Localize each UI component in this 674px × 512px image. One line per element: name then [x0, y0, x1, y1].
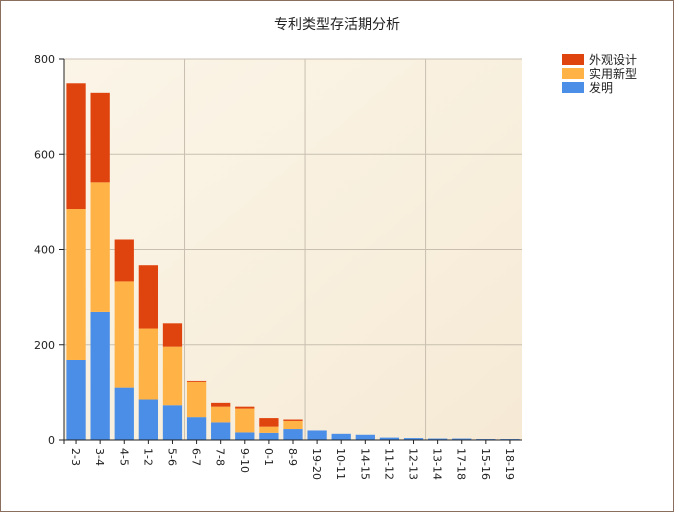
legend-swatch	[562, 68, 584, 79]
chart-title: 专利类型存活期分析	[274, 17, 400, 33]
y-tick-label: 800	[34, 53, 55, 66]
bar-invention	[403, 438, 424, 440]
bar-design	[211, 402, 231, 407]
legend-swatch	[562, 82, 584, 93]
x-tick-label: 2-3	[69, 448, 82, 466]
x-tick-label: 15-16	[479, 448, 492, 480]
x-tick-label: 13-14	[431, 448, 444, 480]
x-tick-label: 8-9	[286, 448, 299, 466]
y-tick-label: 600	[34, 148, 55, 161]
bar-invention	[114, 387, 134, 440]
bar-utility	[283, 420, 303, 430]
bar-design	[259, 418, 279, 427]
bar-design	[283, 419, 303, 421]
x-tick-label: 0-1	[262, 448, 275, 466]
x-tick-label: 17-18	[455, 448, 468, 480]
legend-label: 发明	[589, 80, 613, 95]
x-tick-label: 1-2	[141, 448, 154, 466]
x-tick-label: 6-7	[190, 448, 203, 466]
bar-design	[138, 265, 159, 329]
x-tick-label: 3-4	[93, 448, 106, 466]
bar-invention	[162, 405, 183, 440]
bar-invention	[283, 429, 303, 440]
x-tick-label: 9-10	[238, 448, 251, 473]
bar-invention	[138, 399, 159, 440]
bar-design	[114, 239, 134, 282]
x-tick-label: 18-19	[503, 448, 516, 480]
bar-invention	[452, 438, 472, 440]
y-tick-label: 400	[34, 244, 55, 257]
bar-utility	[211, 406, 231, 423]
bar-invention	[90, 311, 110, 440]
bar-utility	[235, 408, 255, 433]
x-tick-label: 5-6	[165, 448, 178, 466]
y-tick-label: 200	[34, 339, 55, 352]
bar-utility	[259, 426, 279, 433]
bar-utility	[66, 209, 86, 360]
bar-invention	[66, 359, 86, 440]
bar-utility	[138, 328, 159, 400]
x-tick-label: 4-5	[117, 448, 130, 466]
bar-utility	[186, 381, 207, 418]
bar-invention	[307, 430, 327, 440]
bar-invention	[211, 422, 231, 440]
bar-invention	[379, 437, 400, 440]
legend-swatch	[562, 54, 584, 65]
bar-utility	[90, 182, 110, 312]
x-tick-label: 11-12	[382, 448, 395, 480]
bar-invention	[331, 433, 351, 440]
x-tick-label: 10-11	[334, 448, 347, 480]
bar-design	[235, 406, 255, 409]
bar-invention	[235, 432, 255, 440]
x-tick-label: 19-20	[310, 448, 323, 480]
legend-label: 实用新型	[589, 66, 637, 81]
bar-invention	[259, 432, 279, 440]
bar-utility	[114, 281, 134, 388]
legend-label: 外观设计	[589, 53, 637, 67]
bar-invention	[355, 434, 375, 440]
bar-utility	[162, 346, 183, 406]
x-tick-label: 7-8	[214, 448, 227, 466]
bar-design	[162, 323, 183, 347]
bar-design	[186, 380, 207, 382]
x-tick-label: 12-13	[407, 448, 420, 480]
bar-invention	[186, 417, 207, 440]
bar-invention	[427, 438, 448, 440]
y-tick-label: 0	[48, 434, 55, 447]
x-tick-label: 14-15	[358, 448, 371, 480]
bar-design	[90, 92, 110, 183]
bar-design	[66, 83, 86, 210]
